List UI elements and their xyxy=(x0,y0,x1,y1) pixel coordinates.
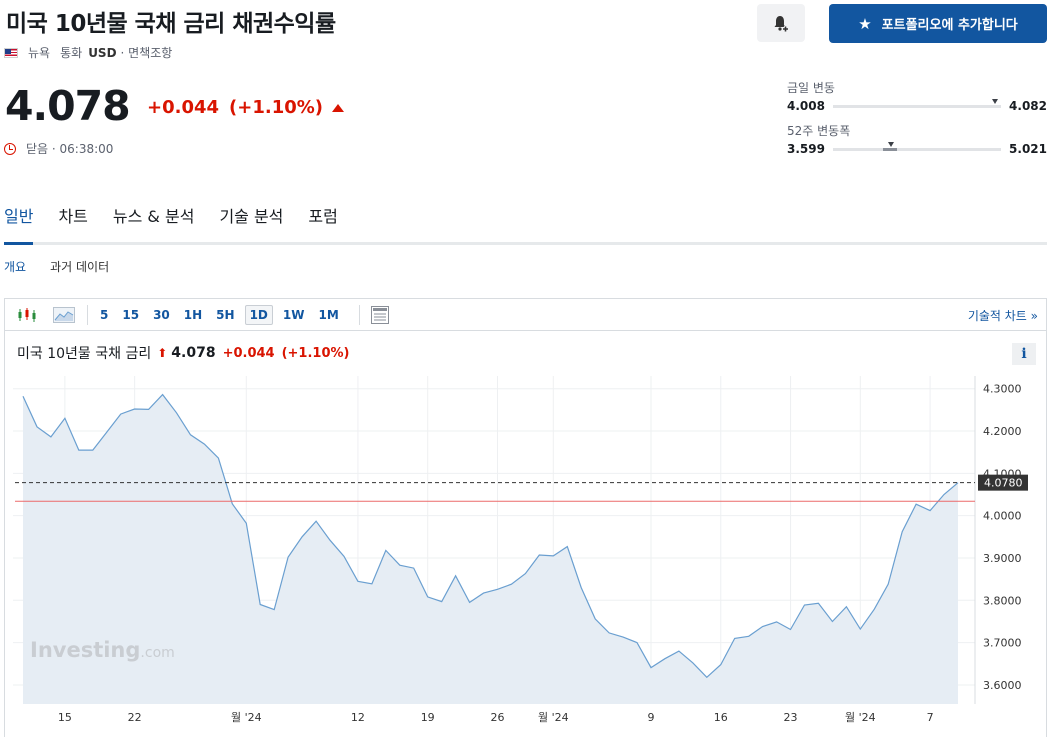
x-tick-label: 19 xyxy=(421,711,435,724)
x-tick-label: 월 '24 xyxy=(845,711,876,724)
timeframe-1m[interactable]: 1M xyxy=(318,307,339,322)
timeframe-1d[interactable]: 1D xyxy=(244,304,273,325)
main-tabs: 일반 차트 뉴스 & 분석 기술 분석 포럼 xyxy=(4,205,1047,245)
x-tick-label: 12 xyxy=(351,711,365,724)
x-tick-label: 7 xyxy=(927,711,934,724)
chart-price: 4.078 xyxy=(171,345,216,361)
y-tick-label: 3.7000 xyxy=(983,637,1022,650)
tab-forum[interactable]: 포럼 xyxy=(308,207,338,226)
clock-icon xyxy=(4,142,16,155)
day-range-high: 4.082 xyxy=(1009,99,1047,113)
52-week-range-low: 3.599 xyxy=(787,142,825,156)
series-area xyxy=(23,394,958,704)
52-week-range-bar xyxy=(832,141,1002,151)
x-tick-label: 23 xyxy=(784,711,798,724)
timeframe-30[interactable]: 30 xyxy=(153,307,170,322)
x-tick-label: 26 xyxy=(490,711,504,724)
subtab-historical-data[interactable]: 과거 데이터 xyxy=(50,260,110,274)
price-change: +0.044 (+1.10%) xyxy=(147,97,345,118)
us-flag-icon xyxy=(4,47,18,58)
subtab-summary[interactable]: 개요 xyxy=(4,260,27,274)
portfolio-button-label: 포트폴리오에 추가합니다 xyxy=(881,18,1018,33)
last-price: 4.078 xyxy=(5,82,131,130)
y-tick-label: 4.2000 xyxy=(983,425,1022,438)
y-tick-label: 3.6000 xyxy=(983,679,1022,692)
tab-technical[interactable]: 기술 분석 xyxy=(219,207,284,226)
last-value-badge xyxy=(978,474,1028,491)
52-week-range-marker xyxy=(888,141,895,147)
x-tick-label: 월 '24 xyxy=(538,711,569,724)
x-tick-label: 15 xyxy=(58,711,72,724)
bell-plus-icon xyxy=(774,16,789,32)
series-line xyxy=(22,393,959,679)
chart-legend: 미국 10년물 국채 금리 ⬆ 4.078 +0.044 (+1.10%) xyxy=(17,343,349,363)
y-tick-label: 4.3000 xyxy=(983,383,1022,396)
y-tick-label: 3.9000 xyxy=(983,552,1022,565)
timeframe-5h[interactable]: 5H xyxy=(216,307,235,322)
currency-label: 통화 xyxy=(60,46,83,60)
price-chart: 3.60003.70003.80003.90004.00004.10004.20… xyxy=(13,376,1028,724)
chart-change-percent: (+1.10%) xyxy=(281,345,350,361)
technical-chart-link[interactable]: 기술적 차트 » xyxy=(967,309,1038,323)
day-range-low: 4.008 xyxy=(787,99,825,113)
x-tick-label: 22 xyxy=(128,711,142,724)
52-week-range-label: 52주 변동폭 xyxy=(787,124,851,138)
investing-watermark: Investing.com xyxy=(30,638,175,662)
day-range: 금일 변동 4.008 4.082 xyxy=(787,79,1047,113)
timeframe-1w[interactable]: 1W xyxy=(282,307,305,322)
market-status: 닫음 · 06:38:00 xyxy=(4,140,113,157)
day-range-label: 금일 변동 xyxy=(787,81,835,95)
chart-instrument-name: 미국 10년물 국채 금리 xyxy=(17,346,152,362)
add-to-portfolio-button[interactable]: ★ 포트폴리오에 추가합니다 xyxy=(829,4,1047,43)
chart-toolbar: 5 15 30 1H 5H 1D 1W 1M 기술적 차트 » xyxy=(5,299,1046,331)
up-triangle-icon xyxy=(332,103,345,112)
instrument-meta: 뉴욕 통화 USD · 면책조항 xyxy=(4,44,172,61)
timeframe-1h[interactable]: 1H xyxy=(183,307,203,322)
y-tick-label: 3.8000 xyxy=(983,594,1022,607)
up-arrow-icon: ⬆ xyxy=(157,346,168,360)
x-tick-label: 16 xyxy=(714,711,728,724)
chart-change: +0.044 xyxy=(222,345,275,361)
sub-tabs: 개요 과거 데이터 xyxy=(4,258,133,275)
52-week-range: 52주 변동폭 3.599 5.021 xyxy=(787,122,1047,156)
candlestick-icon[interactable] xyxy=(15,304,39,326)
table-view-icon[interactable] xyxy=(368,304,392,326)
currency-value: USD xyxy=(88,45,117,60)
area-chart-icon[interactable] xyxy=(51,304,77,326)
page-title: 미국 10년물 국채 금리 채권수익률 xyxy=(6,11,336,37)
disclaimer-link[interactable]: · 면책조항 xyxy=(120,46,173,60)
change-value: +0.044 xyxy=(147,97,220,118)
52-week-range-high: 5.021 xyxy=(1009,142,1047,156)
day-range-marker xyxy=(991,98,998,104)
status-text: 닫음 · 06:38:00 xyxy=(26,142,114,156)
add-alert-button[interactable] xyxy=(757,4,805,42)
day-range-bar xyxy=(832,98,1002,108)
info-icon[interactable]: i xyxy=(1012,343,1036,365)
change-percent: (+1.10%) xyxy=(229,97,324,118)
last-value-label: 4.0780 xyxy=(984,477,1023,490)
x-tick-label: 월 '24 xyxy=(231,711,262,724)
chart-panel: 5 15 30 1H 5H 1D 1W 1M 기술적 차트 » 미국 10년물 … xyxy=(4,298,1047,737)
timeframe-5[interactable]: 5 xyxy=(100,307,109,322)
x-tick-label: 9 xyxy=(647,711,654,724)
tab-news-analysis[interactable]: 뉴스 & 분석 xyxy=(112,207,195,226)
y-tick-label: 4.0000 xyxy=(983,510,1022,523)
market-label: 뉴욕 xyxy=(28,46,51,60)
timeframe-15[interactable]: 15 xyxy=(122,307,140,322)
tab-chart[interactable]: 차트 xyxy=(58,207,88,226)
tab-overview[interactable]: 일반 xyxy=(4,205,34,245)
star-icon: ★ xyxy=(858,14,872,33)
